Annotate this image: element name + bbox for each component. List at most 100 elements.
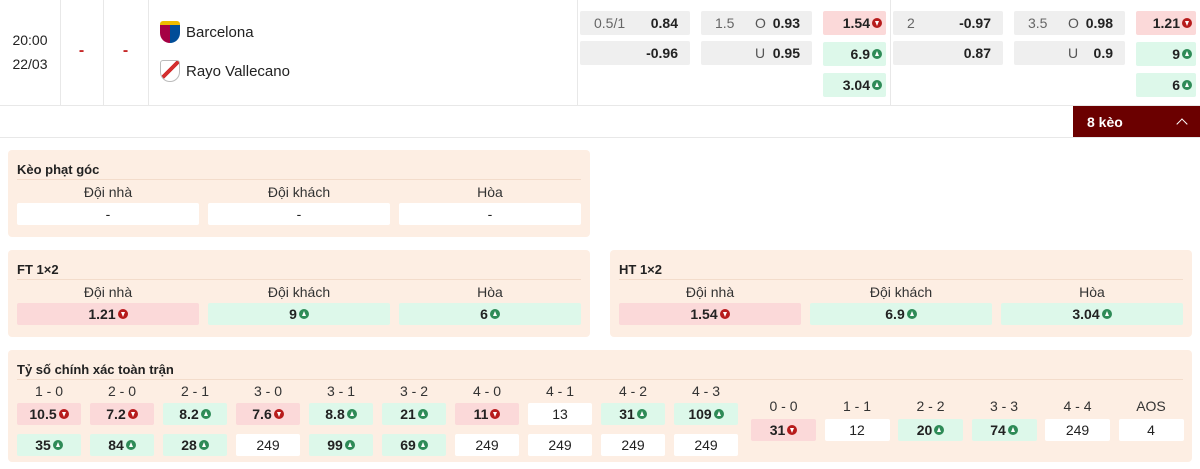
score-odds-cell[interactable]: 249 <box>528 434 592 456</box>
odds-cell[interactable]: - <box>208 203 390 225</box>
arrow-up-icon <box>713 409 724 419</box>
score-column: 2 - 1 8.2 28 <box>163 380 227 456</box>
score-odds-cell[interactable]: 21 <box>382 403 446 425</box>
score-odds-cell[interactable]: 35 <box>17 434 81 456</box>
panel-title: Kèo phạt góc <box>17 162 100 177</box>
value-text: - <box>487 206 493 222</box>
score-odds-cell[interactable]: 11 <box>455 403 519 425</box>
handicap-home-odds[interactable]: 0.5/1 0.84 <box>580 11 690 35</box>
arrow-up-icon <box>1182 80 1192 90</box>
score-odds-cell[interactable]: 84 <box>90 434 154 456</box>
draw-score-column: 0 - 0 31 <box>751 395 816 441</box>
value-text: 249 <box>1065 422 1090 438</box>
value-text: 6.9 <box>885 306 905 322</box>
1x2-odds[interactable]: 1.21 <box>1136 11 1196 35</box>
panel-title: Tỷ số chính xác toàn trận <box>17 362 174 377</box>
over-odds[interactable]: 3.5 O 0.98 <box>1014 11 1125 35</box>
score-odds-cell[interactable]: 28 <box>163 434 227 456</box>
more-odds-button[interactable]: 8 kèo <box>1073 106 1200 137</box>
arrow-down-icon <box>719 309 730 319</box>
divider <box>0 137 1200 138</box>
odds-cell[interactable]: 1.21 <box>17 303 199 325</box>
1x2-odds[interactable]: 3.04 <box>823 73 886 97</box>
arrow-down-icon <box>58 409 69 419</box>
score-odds-cell[interactable]: 99 <box>309 434 373 456</box>
odds-cell[interactable]: - <box>399 203 581 225</box>
column-label: Đội khách <box>267 184 331 200</box>
score-odds-cell[interactable]: 31 <box>751 419 816 441</box>
1x2-odds[interactable]: 6.9 <box>823 42 886 66</box>
odds-cell[interactable]: 6.9 <box>810 303 992 325</box>
away-team-name: Rayo Vallecano <box>186 62 290 80</box>
score-odds-cell[interactable]: 249 <box>1045 419 1110 441</box>
score-odds-cell[interactable]: 4 <box>1118 419 1184 441</box>
score-odds-cell[interactable]: 69 <box>382 434 446 456</box>
score-odds-cell[interactable]: 12 <box>824 419 890 441</box>
arrow-up-icon <box>872 49 882 59</box>
score-odds-cell[interactable]: 31 <box>601 403 665 425</box>
handicap-away-odds[interactable]: -0.96 <box>580 41 690 65</box>
score-odds-cell[interactable]: 74 <box>971 419 1037 441</box>
score-odds-cell[interactable]: 13 <box>528 403 592 425</box>
score-odds-cell[interactable]: 249 <box>455 434 519 456</box>
panel-title: FT 1×2 <box>17 262 59 277</box>
draw-score-column: 2 - 2 20 <box>898 395 963 441</box>
draw-score-column: 4 - 4 249 <box>1045 395 1110 441</box>
value-text: 6 <box>480 306 488 322</box>
home-team[interactable]: Barcelona <box>160 21 254 43</box>
value-text: 12 <box>849 422 865 438</box>
score-odds-cell[interactable]: 20 <box>898 419 963 441</box>
score-odds-cell[interactable]: 10.5 <box>17 403 81 425</box>
handicap-away-odds[interactable]: 0.87 <box>893 41 1003 65</box>
value-text: 74 <box>990 422 1006 438</box>
1x2-odds[interactable]: 9 <box>1136 42 1196 66</box>
arrow-up-icon <box>298 309 309 319</box>
over-odds[interactable]: 1.5 O 0.93 <box>701 11 812 35</box>
column-label: Hòa <box>477 284 503 300</box>
score-odds-cell[interactable]: 109 <box>674 403 738 425</box>
score-odds-cell[interactable]: 249 <box>674 434 738 456</box>
1x2-odds[interactable]: 1.54 <box>823 11 886 35</box>
value-text: 7.6 <box>252 406 272 422</box>
score-odds-cell[interactable]: 249 <box>236 434 300 456</box>
score-odds-cell[interactable]: 249 <box>601 434 665 456</box>
under-odds[interactable]: U 0.95 <box>701 41 812 65</box>
value-text: 6.9 <box>850 46 870 62</box>
odds-cell[interactable]: 3.04 <box>1001 303 1183 325</box>
column-label: Đội khách <box>869 284 933 300</box>
odds-cell[interactable]: 9 <box>208 303 390 325</box>
arrow-down-icon <box>490 409 501 419</box>
arrow-up-icon <box>200 409 211 419</box>
value-text: 0.87 <box>963 45 991 61</box>
odds-cell[interactable]: 1.54 <box>619 303 801 325</box>
score-odds-cell[interactable]: 8.8 <box>309 403 373 425</box>
under-odds[interactable]: U 0.9 <box>1014 41 1125 65</box>
ft-score: - <box>78 42 85 59</box>
value-text: 249 <box>548 437 572 453</box>
score-odds-cell[interactable]: 7.2 <box>90 403 154 425</box>
arrow-up-icon <box>906 309 917 319</box>
score-odds-cell[interactable]: 8.2 <box>163 403 227 425</box>
value-text: 3.5 <box>1028 15 1048 31</box>
score-column: 2 - 0 7.2 84 <box>90 380 154 456</box>
score-label: 2 - 2 <box>916 398 945 414</box>
odds-cell[interactable]: 6 <box>399 303 581 325</box>
value-text: 0.98 <box>1085 15 1113 31</box>
handicap-home-odds[interactable]: 2 -0.97 <box>893 11 1003 35</box>
value-text: 0.93 <box>772 15 800 31</box>
score-odds-cell[interactable]: 7.6 <box>236 403 300 425</box>
odds-cell[interactable]: - <box>17 203 199 225</box>
odds-column: Đội nhà 1.21 <box>17 281 199 325</box>
score-column: 3 - 2 21 69 <box>382 380 446 456</box>
draw-score-column: 1 - 1 12 <box>824 395 890 441</box>
away-team[interactable]: Rayo Vallecano <box>160 60 290 82</box>
odds-column: Hòa 3.04 <box>1001 281 1183 325</box>
arrow-up-icon <box>417 409 428 419</box>
arrow-up-icon <box>346 409 357 419</box>
value-text: 1.54 <box>842 15 870 31</box>
divider <box>0 105 1200 106</box>
score-label: 1 - 1 <box>842 398 871 414</box>
1x2-odds[interactable]: 6 <box>1136 73 1196 97</box>
column-label: Hòa <box>477 184 503 200</box>
value-text: 35 <box>35 437 51 453</box>
